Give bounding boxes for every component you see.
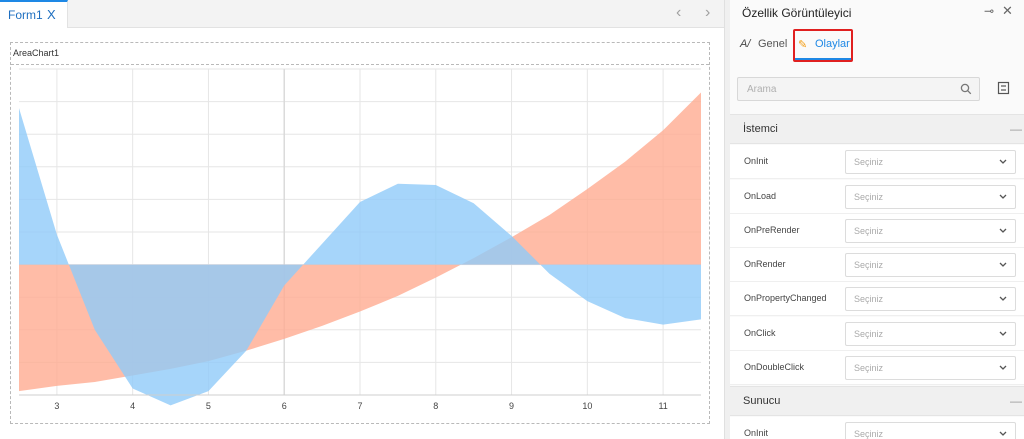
- prop-row-onload: OnLoad Seçiniz: [730, 180, 1024, 214]
- search-input[interactable]: [738, 78, 953, 100]
- chevron-down-icon: [999, 296, 1007, 301]
- x-tick-label: 11: [658, 401, 667, 411]
- prop-row-onrender: OnRender Seçiniz: [730, 248, 1024, 282]
- prop-label: OnInit: [744, 428, 769, 438]
- prop-row-ondoubleclick: OnDoubleClick Seçiniz: [730, 351, 1024, 385]
- select-value: Seçiniz: [854, 329, 884, 339]
- x-tick-label: 7: [357, 401, 362, 411]
- prop-label: OnPropertyChanged: [744, 293, 827, 303]
- x-tick-label: 10: [582, 401, 592, 411]
- tab-form1[interactable]: Form1 X: [0, 0, 68, 28]
- select-value: Seçiniz: [854, 226, 884, 236]
- x-tick-label: 8: [433, 401, 438, 411]
- collapse-minus-icon[interactable]: —: [1010, 122, 1022, 136]
- section-server[interactable]: Sunucu —: [730, 386, 1024, 416]
- prop-label: OnLoad: [744, 191, 777, 201]
- select-value: Seçiniz: [854, 429, 884, 439]
- event-handler-select[interactable]: Seçiniz: [845, 356, 1016, 380]
- event-handler-select[interactable]: Seçiniz: [845, 185, 1016, 209]
- collapse-minus-icon[interactable]: —: [1010, 394, 1022, 408]
- chevron-down-icon: [999, 194, 1007, 199]
- chevron-right-icon[interactable]: ›: [705, 4, 711, 21]
- chevron-down-icon: [999, 159, 1007, 164]
- pin-icon[interactable]: ⊸: [984, 4, 995, 18]
- section-client-title: İstemci: [743, 123, 778, 135]
- event-handler-select[interactable]: Seçiniz: [845, 150, 1016, 174]
- prop-label: OnInit: [744, 156, 769, 166]
- property-viewer-panel: Özellik Görüntüleyici ⊸ ✕ A/ Genel ✎ Ola…: [730, 0, 1024, 439]
- prop-label: OnRender: [744, 259, 786, 269]
- search-box: [737, 77, 980, 101]
- prop-row-onprerender: OnPreRender Seçiniz: [730, 214, 1024, 248]
- x-tick-label: 6: [282, 401, 287, 411]
- x-tick-label: 4: [130, 401, 135, 411]
- x-tick-label: 5: [206, 401, 211, 411]
- prop-row-server-oninit: OnInit Seçiniz: [730, 417, 1024, 439]
- area-series-1: [19, 108, 701, 406]
- select-value: Seçiniz: [854, 157, 884, 167]
- tab-form1-label: Form1: [8, 8, 43, 22]
- area-chart: 3 4 5 6 7 8 9 10 11: [19, 68, 701, 411]
- event-handler-select[interactable]: Seçiniz: [845, 219, 1016, 243]
- prop-label: OnClick: [744, 328, 776, 338]
- tab-close-icon[interactable]: X: [47, 7, 56, 22]
- prop-label: OnDoubleClick: [744, 362, 805, 372]
- chevron-down-icon: [999, 365, 1007, 370]
- select-value: Seçiniz: [854, 363, 884, 373]
- prop-row-onclick: OnClick Seçiniz: [730, 317, 1024, 351]
- select-value: Seçiniz: [854, 260, 884, 270]
- chevron-down-icon: [999, 262, 1007, 267]
- area-chart-component[interactable]: AreaChart1 3 4 5 6 7 8 9 10 11: [10, 42, 710, 424]
- tab-general-label: Genel: [758, 38, 788, 50]
- x-tick-label: 9: [509, 401, 514, 411]
- collapse-all-icon[interactable]: [997, 81, 1010, 95]
- event-handler-select[interactable]: Seçiniz: [845, 287, 1016, 311]
- section-server-title: Sunucu: [743, 395, 781, 407]
- event-handler-select[interactable]: Seçiniz: [845, 322, 1016, 346]
- tab-events[interactable]: ✎ Olaylar: [794, 30, 852, 60]
- prop-row-oninit: OnInit Seçiniz: [730, 145, 1024, 179]
- panel-splitter[interactable]: [724, 0, 730, 439]
- chart-header: AreaChart1: [11, 43, 709, 65]
- prop-row-onpropertychanged: OnPropertyChanged Seçiniz: [730, 282, 1024, 316]
- chevron-down-icon: [999, 331, 1007, 336]
- x-tick-label: 3: [54, 401, 59, 411]
- edit-list-icon: ✎: [798, 39, 808, 51]
- tab-general[interactable]: A/ Genel: [740, 30, 790, 60]
- chart-component-name: AreaChart1: [13, 48, 60, 58]
- close-icon[interactable]: ✕: [1002, 3, 1013, 18]
- chevron-down-icon: [999, 228, 1007, 233]
- search-icon[interactable]: [959, 82, 973, 96]
- tab-events-label: Olaylar: [815, 38, 850, 50]
- chevron-left-icon[interactable]: ‹: [676, 4, 682, 21]
- select-value: Seçiniz: [854, 192, 884, 202]
- text-format-icon: A/: [740, 38, 751, 50]
- event-handler-select[interactable]: Seçiniz: [845, 253, 1016, 277]
- select-value: Seçiniz: [854, 294, 884, 304]
- prop-label: OnPreRender: [744, 225, 800, 235]
- event-handler-select[interactable]: Seçiniz: [845, 422, 1016, 439]
- document-tabbar: Form1 X ‹ ›: [0, 0, 724, 28]
- chevron-down-icon: [999, 431, 1007, 436]
- section-client[interactable]: İstemci —: [730, 114, 1024, 144]
- design-canvas[interactable]: AreaChart1 3 4 5 6 7 8 9 10 11: [0, 28, 724, 439]
- panel-title: Özellik Görüntüleyici: [742, 6, 852, 20]
- designer-area: Form1 X ‹ › AreaChart1 3 4 5 6 7 8 9 10 11: [0, 0, 724, 439]
